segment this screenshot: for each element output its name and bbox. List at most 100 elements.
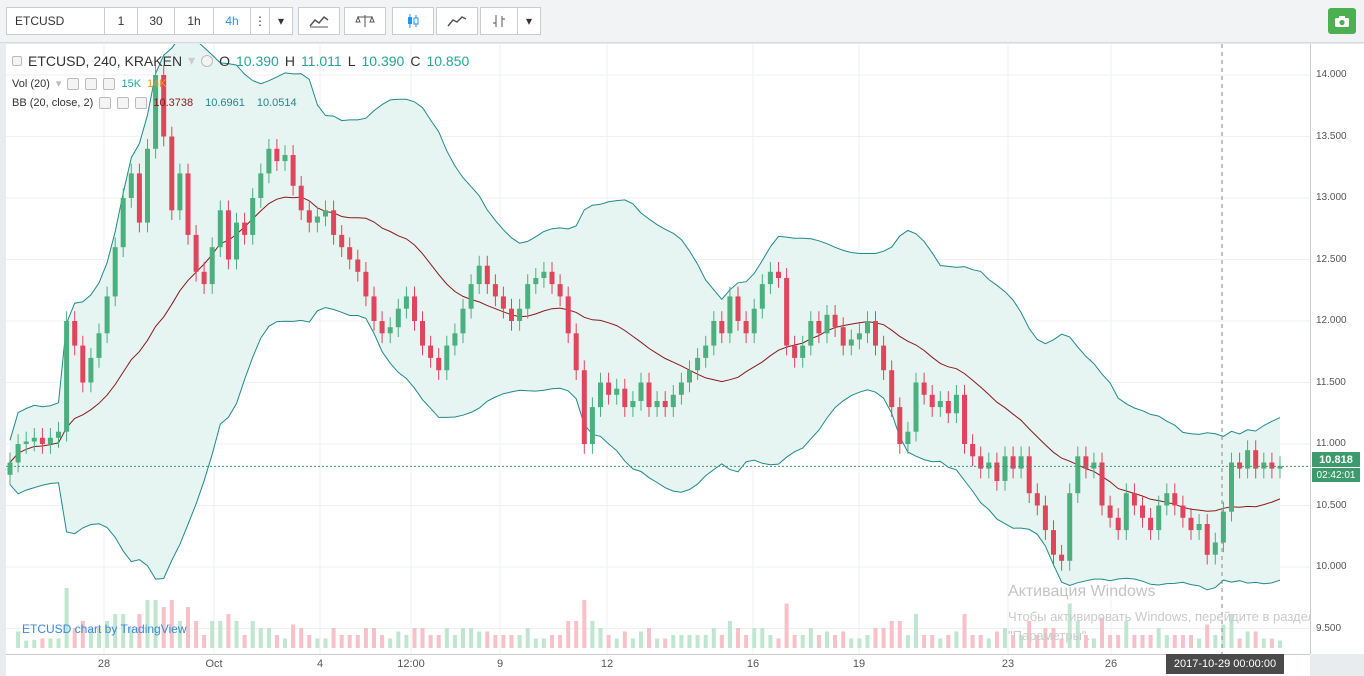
candle-body: [484, 265, 490, 285]
volume-bar: [48, 638, 53, 648]
volume-bar: [80, 621, 85, 648]
volume-bar: [1043, 628, 1048, 648]
volume-bar: [938, 638, 943, 648]
volume-bar: [355, 635, 360, 648]
candle-body: [387, 327, 393, 334]
candle-body: [808, 321, 814, 346]
volume-bar: [687, 635, 692, 648]
candle-body: [379, 321, 385, 334]
candle-body: [517, 308, 523, 321]
volume-bar: [396, 631, 401, 648]
tradingview-credit-link[interactable]: ETCUSD chart by TradingView: [22, 622, 187, 636]
volume-bar: [744, 635, 749, 648]
candle-body: [1075, 456, 1081, 494]
volume-bar: [517, 635, 522, 648]
volume-bar: [1011, 635, 1016, 648]
volume-bar: [210, 621, 215, 648]
candlestick-chart[interactable]: [6, 35, 1310, 654]
interval-30-button[interactable]: 30: [137, 7, 175, 35]
collapse-legend-icon[interactable]: [12, 55, 22, 66]
candle-body: [7, 462, 13, 475]
candle-body: [64, 321, 70, 432]
candle-body: [1196, 524, 1202, 531]
volume-bar: [1140, 635, 1145, 648]
interval-4h-button[interactable]: 4h: [213, 7, 251, 35]
volume-bar: [242, 635, 247, 648]
time-axis[interactable]: [6, 654, 1310, 676]
volume-bar: [841, 631, 846, 648]
interval-1h-button[interactable]: 1h: [174, 7, 214, 35]
settings-circle-icon[interactable]: [201, 54, 214, 67]
candle-body: [606, 382, 612, 395]
time-tick-label: 12: [600, 658, 614, 670]
price-tick-label: 10.000: [1316, 561, 1347, 572]
volume-bar: [1245, 631, 1250, 648]
volume-bar: [1035, 635, 1040, 648]
candle-body: [500, 296, 506, 309]
volume-bar: [291, 624, 296, 648]
volume-bar: [558, 635, 563, 648]
indicators-icon[interactable]: [298, 7, 340, 35]
chart-pane[interactable]: [6, 35, 1310, 654]
volume-legend: Vol (20) ▾ 15K 14K: [12, 77, 167, 90]
volume-bar: [695, 635, 700, 648]
close-icon[interactable]: [103, 77, 116, 90]
volume-bar: [614, 638, 619, 648]
settings-icon[interactable]: [85, 77, 98, 90]
bb-close-icon[interactable]: [135, 97, 148, 109]
candle-body: [298, 185, 304, 211]
volume-bar: [137, 614, 142, 648]
volume-value-a: 15K: [121, 77, 142, 90]
bollinger-fill: [10, 36, 1280, 590]
candle-body: [937, 401, 943, 408]
chart-type-dropdown-icon[interactable]: ▾: [517, 7, 541, 35]
area-chart-icon[interactable]: [436, 7, 478, 35]
bars-chart-icon[interactable]: [480, 7, 518, 35]
volume-bar: [315, 638, 320, 648]
volume-bar: [574, 621, 579, 648]
candle-body: [1107, 505, 1113, 518]
candle-body: [913, 382, 919, 432]
volume-bar: [1100, 617, 1104, 648]
candle-body: [282, 155, 288, 162]
candle-body: [1229, 462, 1234, 512]
volume-bar: [598, 628, 603, 648]
volume-bar: [1164, 635, 1169, 648]
candle-body: [72, 321, 78, 346]
candle-body: [355, 259, 361, 272]
candle-body: [1018, 456, 1024, 469]
interval-1-button[interactable]: 1: [104, 7, 138, 35]
candle-body: [1220, 511, 1226, 543]
volume-bar: [177, 621, 182, 648]
volume-bar: [299, 628, 304, 648]
candle-body: [80, 345, 86, 383]
candle-body: [1164, 493, 1170, 506]
candle-body: [209, 247, 215, 285]
volume-bar: [452, 635, 457, 648]
compare-scale-icon[interactable]: [344, 7, 386, 35]
candle-body: [371, 296, 377, 321]
camera-snapshot-icon[interactable]: [1328, 8, 1356, 34]
candle-body: [759, 284, 765, 309]
candle-body: [145, 148, 150, 223]
bollinger-lower-line: [9, 306, 1281, 591]
price-axis[interactable]: [1310, 44, 1364, 654]
candles-chart-icon[interactable]: [392, 7, 434, 35]
candle-body: [1237, 462, 1243, 469]
interval-dropdown-icon[interactable]: ▾: [269, 7, 293, 35]
candle-body: [290, 155, 296, 186]
volume-bar: [469, 628, 474, 648]
more-dots-icon[interactable]: ⋮: [250, 7, 270, 35]
bb-settings-icon[interactable]: [117, 97, 130, 109]
volume-bar: [630, 638, 635, 648]
volume-bar: [1051, 628, 1056, 648]
bb-label: BB (20, close, 2): [12, 97, 94, 109]
bb-eye-icon[interactable]: [99, 97, 112, 109]
candle-body: [56, 431, 61, 438]
symbol-search-input[interactable]: ETCUSD: [6, 7, 106, 35]
volume-bar: [639, 631, 643, 648]
volume-bar: [905, 635, 910, 648]
volume-dropdown-icon[interactable]: ▾: [55, 78, 62, 90]
legend-dropdown-icon[interactable]: ▾: [188, 52, 196, 68]
eye-icon[interactable]: [67, 77, 80, 90]
